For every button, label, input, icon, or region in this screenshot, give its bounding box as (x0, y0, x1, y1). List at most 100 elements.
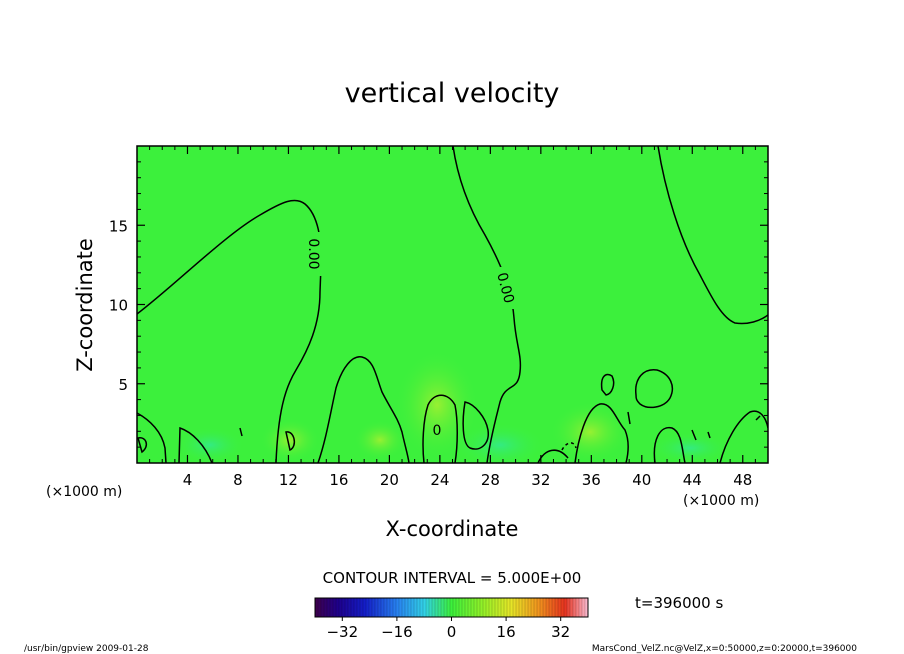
colorbar-swatch (492, 598, 496, 617)
y-tick-label: 15 (109, 217, 128, 235)
x-tick-label: 48 (733, 471, 752, 489)
colorbar-swatch (555, 598, 559, 617)
colorbar-swatch (366, 598, 370, 617)
colorbar-swatch (549, 598, 553, 617)
colorbar-swatch (582, 598, 586, 617)
contour-line (719, 410, 768, 463)
colorbar-swatch (552, 598, 556, 617)
y-axis: 5 10 15 (109, 161, 768, 448)
colorbar-swatch (531, 598, 535, 617)
colorbar-swatch (450, 598, 454, 617)
colorbar-swatch (417, 598, 421, 617)
colorbar-swatch (501, 598, 505, 617)
colorbar-swatch (537, 598, 541, 617)
colorbar-tick-label: 32 (551, 623, 570, 641)
colorbar-swatch (540, 598, 544, 617)
contour-label: 0 (433, 423, 442, 439)
contour-line (657, 146, 768, 325)
contour-line (422, 394, 458, 463)
colorbar-swatch (576, 598, 580, 617)
colorbar-swatch (465, 598, 469, 617)
colorbar-swatch (495, 598, 499, 617)
x-tick-label: 16 (329, 471, 348, 489)
colorbar-swatch (453, 598, 457, 617)
colorbar-swatch (456, 598, 460, 617)
field-blob (395, 350, 479, 460)
contour-label: 0.00 (305, 238, 321, 269)
colorbar-swatch (402, 598, 406, 617)
contour-line (691, 429, 697, 441)
x-tick-label: 24 (430, 471, 449, 489)
contour-line (462, 401, 489, 450)
colorbar-swatch (423, 598, 427, 617)
colorbar-swatch (384, 598, 388, 617)
colorbar-swatch (318, 598, 322, 617)
colorbar-swatch (459, 598, 463, 617)
chart-title: vertical velocity (345, 78, 560, 109)
contour-line (285, 431, 296, 452)
colorbar-swatch (357, 598, 361, 617)
colorbar-swatch (498, 598, 502, 617)
colorbar-swatch (405, 598, 409, 617)
colorbar-swatch (378, 598, 382, 617)
colorbar-swatch (363, 598, 367, 617)
colorbar-swatch (564, 598, 568, 617)
colorbar-swatch (522, 598, 526, 617)
colorbar-tick-label: −32 (326, 623, 358, 641)
x-tick-label: 28 (481, 471, 500, 489)
y-axis-label: Z-coordinate (73, 238, 97, 372)
colorbar-swatch (432, 598, 436, 617)
y-tick-label: 10 (109, 297, 128, 315)
colorbar-swatch (528, 598, 532, 617)
colorbar-swatch (429, 598, 433, 617)
colorbar-tick-label: 16 (497, 623, 516, 641)
y-tick-label: 5 (118, 376, 128, 394)
colorbar-swatch (570, 598, 574, 617)
x-tick-label: 36 (582, 471, 601, 489)
colorbar-swatch (486, 598, 490, 617)
colorbar-swatch (561, 598, 565, 617)
colorbar-swatch (330, 598, 334, 617)
x-axis: 4 8 12 16 20 24 28 32 36 40 44 48 (149, 146, 756, 489)
colorbar-swatch (462, 598, 466, 617)
colorbar-swatch (525, 598, 529, 617)
colorbar-swatch (435, 598, 439, 617)
colorbar-swatch (510, 598, 514, 617)
colorbar-swatch (558, 598, 562, 617)
colorbar-swatch (396, 598, 400, 617)
contour-line (452, 146, 522, 463)
colorbar-swatch (546, 598, 550, 617)
contour-line (755, 415, 761, 421)
field-blob (455, 423, 545, 463)
plot-area: 0.00 0.00 0 (137, 146, 768, 463)
contour-line (653, 426, 686, 463)
colorbar-swatch (339, 598, 343, 617)
contour-line (137, 437, 148, 454)
contour-label-bg (494, 267, 516, 309)
colorbar-tick-label: 0 (447, 623, 457, 641)
field-blob (260, 418, 320, 462)
contour-line (600, 373, 615, 396)
colorbar-swatch (426, 598, 430, 617)
colorbar-swatch (408, 598, 412, 617)
colorbar-swatch (321, 598, 325, 617)
contour-line (178, 426, 213, 463)
colorbar-swatch (381, 598, 385, 617)
x-tick-label: 40 (632, 471, 651, 489)
colorbar-swatch (387, 598, 391, 617)
footer-right: MarsCond_VelZ.nc@VelZ,x=0:50000,z=0:2000… (592, 644, 857, 654)
colorbar-swatch (507, 598, 511, 617)
colorbar-swatch (573, 598, 577, 617)
x-unit-label-left: (×1000 m) (46, 484, 122, 500)
colorbar-swatch (579, 598, 583, 617)
x-tick-label: 32 (531, 471, 550, 489)
x-tick-label: 20 (380, 471, 399, 489)
colorbar-swatch (348, 598, 352, 617)
colorbar-swatch (411, 598, 415, 617)
colorbar-tick-label: −16 (381, 623, 413, 641)
colorbar (314, 598, 589, 617)
colorbar-swatch (477, 598, 481, 617)
colorbar-swatch (519, 598, 523, 617)
x-tick-label: 44 (683, 471, 702, 489)
